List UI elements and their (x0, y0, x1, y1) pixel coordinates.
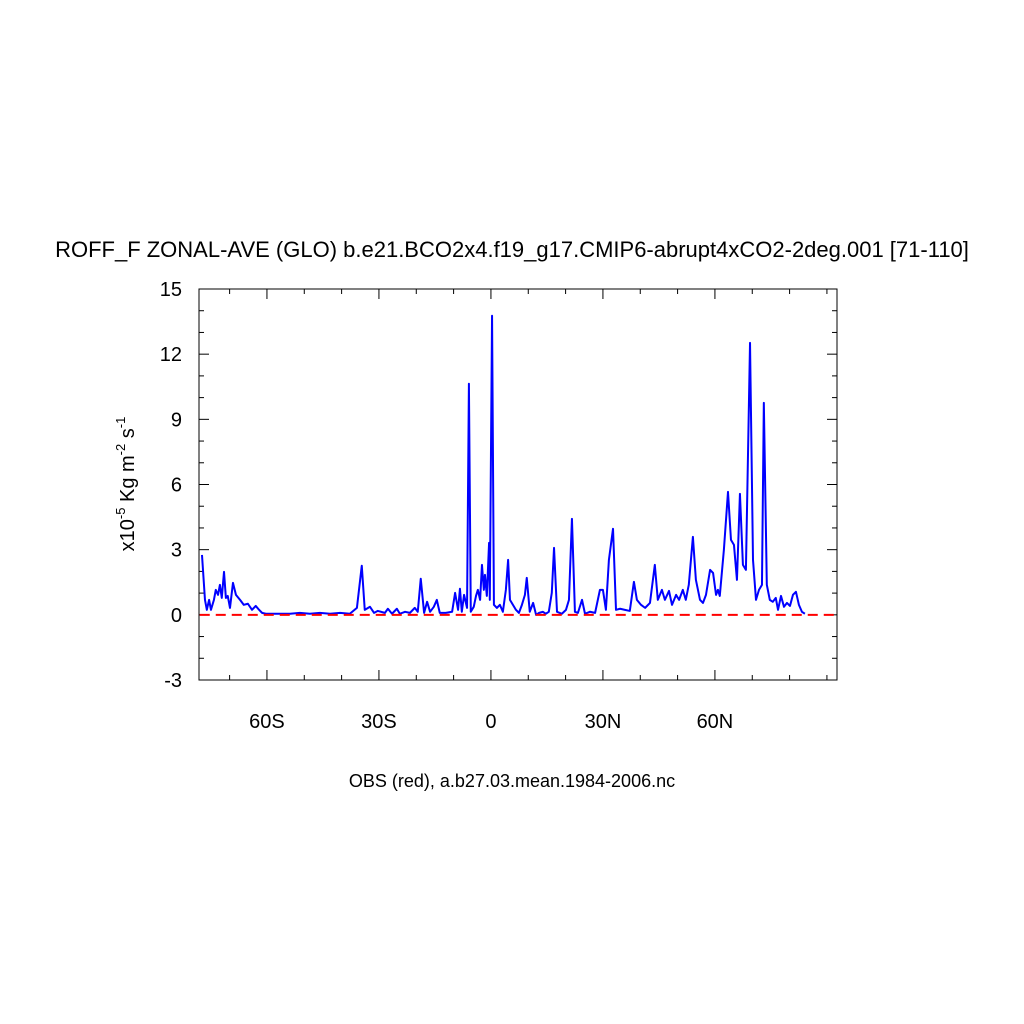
y-tick-label: 9 (171, 409, 182, 431)
series-line (200, 314, 806, 616)
y-axis-label-sup: -2 (113, 444, 128, 456)
y-tick-label: 0 (171, 605, 182, 627)
plot-frame (198, 288, 838, 681)
y-axis-label: x10-5 Kg m-2 s-1 (113, 417, 139, 552)
x-tick-label: 60N (697, 711, 734, 733)
y-axis-label-sup: -1 (113, 417, 128, 429)
x-tick-label: 30N (585, 711, 622, 733)
y-axis-label-sup: -5 (113, 508, 128, 520)
chart-title: ROFF_F ZONAL-AVE (GLO) b.e21.BCO2x4.f19_… (55, 237, 969, 262)
x-tick-label: 30S (361, 711, 397, 733)
y-tick-label: 12 (160, 344, 182, 366)
y-tick-label: 15 (160, 279, 182, 301)
y-axis-label-part: x10 (117, 519, 139, 551)
y-axis-label-part: s (117, 428, 139, 444)
y-tick-label: -3 (164, 670, 182, 692)
y-tick-label: 3 (171, 540, 182, 562)
x-axis-label: OBS (red), a.b27.03.mean.1984-2006.nc (349, 771, 675, 791)
y-axis-label-part: Kg m (117, 455, 139, 507)
x-tick-label: 0 (485, 711, 496, 733)
y-tick-label: 6 (171, 475, 182, 497)
x-tick-label: 60S (249, 711, 285, 733)
